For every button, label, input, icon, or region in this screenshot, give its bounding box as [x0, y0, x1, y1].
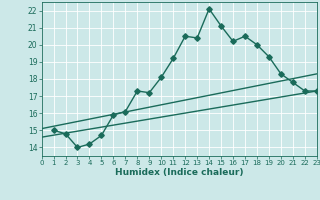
X-axis label: Humidex (Indice chaleur): Humidex (Indice chaleur): [115, 168, 244, 177]
